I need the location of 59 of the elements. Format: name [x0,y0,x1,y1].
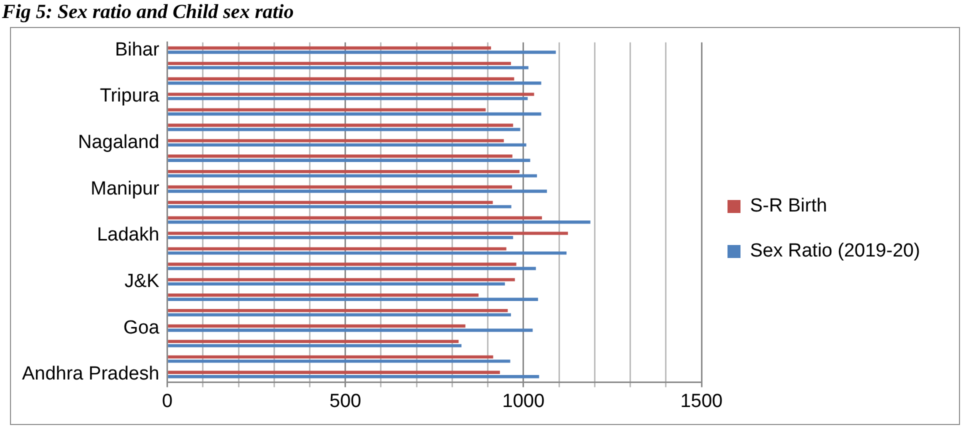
y-tick-label: Nagaland [78,132,160,154]
bar [168,96,528,100]
bar [168,360,510,363]
bar [168,62,511,66]
bar [168,46,492,50]
x-tick-label: 0 [162,390,173,412]
legend-label: Sex Ratio (2019-20) [750,240,920,262]
bar [168,154,512,158]
y-tick-label: Ladakh [96,224,160,246]
bar [168,205,512,208]
bar [168,247,506,250]
bar [168,262,516,266]
bar [168,190,547,193]
bar [168,108,486,112]
bar [168,308,508,312]
bar [168,185,512,189]
bar [168,344,462,348]
bar [168,139,504,142]
y-tick-label: Manipur [90,178,160,200]
bar [168,324,466,328]
bar [168,370,500,374]
bar [168,375,540,378]
bar [168,92,534,96]
bar [168,278,515,282]
bar [168,355,494,358]
bar [168,313,511,316]
bar [168,128,520,132]
bar [168,232,568,235]
bar [168,294,479,297]
bar [168,124,514,127]
y-tick-label: Tripura [100,86,160,107]
bar [168,251,567,255]
x-tick-label: 1000 [502,390,545,412]
bar [168,200,493,204]
x-tick-label: 1500 [680,390,723,412]
bar [168,77,514,80]
bar [168,50,556,54]
bar [168,174,537,178]
bar [168,298,538,301]
bar [168,220,590,224]
y-tick-label: Andhra Pradesh [22,364,160,385]
bar [168,282,505,286]
bar [168,340,459,344]
bar [168,236,514,240]
bar [168,112,542,116]
chart-title: Fig 5: Sex ratio and Child sex ratio [2,1,294,24]
x-tick-label: 500 [330,390,362,412]
bar [168,266,536,270]
bar [168,82,542,85]
y-tick-label: Bihar [114,39,160,60]
y-tick-label: J&K [124,271,160,292]
bar [168,143,526,147]
bar [168,66,528,70]
y-tick-label: Goa [123,317,160,338]
bar [168,216,542,220]
legend-label: S-R Birth [750,196,828,217]
bar [168,170,520,174]
bar [168,328,533,332]
bar [168,158,530,162]
